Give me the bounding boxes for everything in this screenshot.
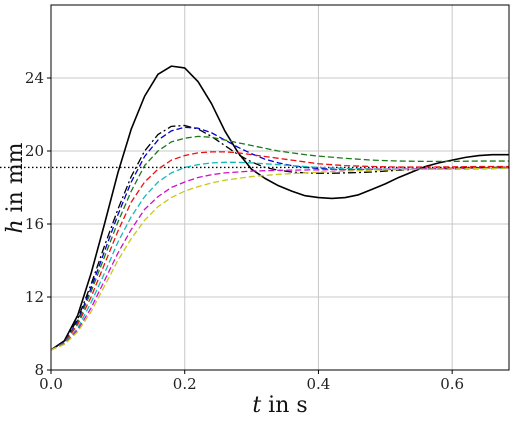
series-line-4 [50,135,509,351]
plot-frame [50,4,510,371]
y-tick-label: 20 [25,142,44,160]
x-tick-label: 0.0 [39,375,63,393]
x-tick-label: 0.6 [440,375,464,393]
x-tick-label: 0.4 [307,375,331,393]
tick-marks [47,77,453,374]
x-tick-label: 0.2 [173,375,197,393]
series-line-5 [50,151,509,351]
x-axis-symbol: t [252,393,261,418]
series-line-2 [50,124,509,351]
y-tick-label: 8 [34,361,44,379]
x-axis-label: t in s [252,393,307,418]
y-tick-labels: 8 12 16 20 24 [25,69,44,379]
x-tick-labels: 0.0 0.2 0.4 0.6 [39,375,464,393]
y-tick-label: 24 [25,69,44,87]
y-axis-unit: in mm [3,142,28,219]
y-tick-label: 16 [25,215,44,233]
series-line-8 [50,167,510,351]
y-axis-label: h in mm [3,142,28,233]
y-tick-label: 12 [25,288,44,306]
series-group [50,65,510,351]
y-axis-symbol: h [3,219,28,233]
series-line-1 [50,65,509,351]
x-axis-unit: in s [261,393,307,418]
